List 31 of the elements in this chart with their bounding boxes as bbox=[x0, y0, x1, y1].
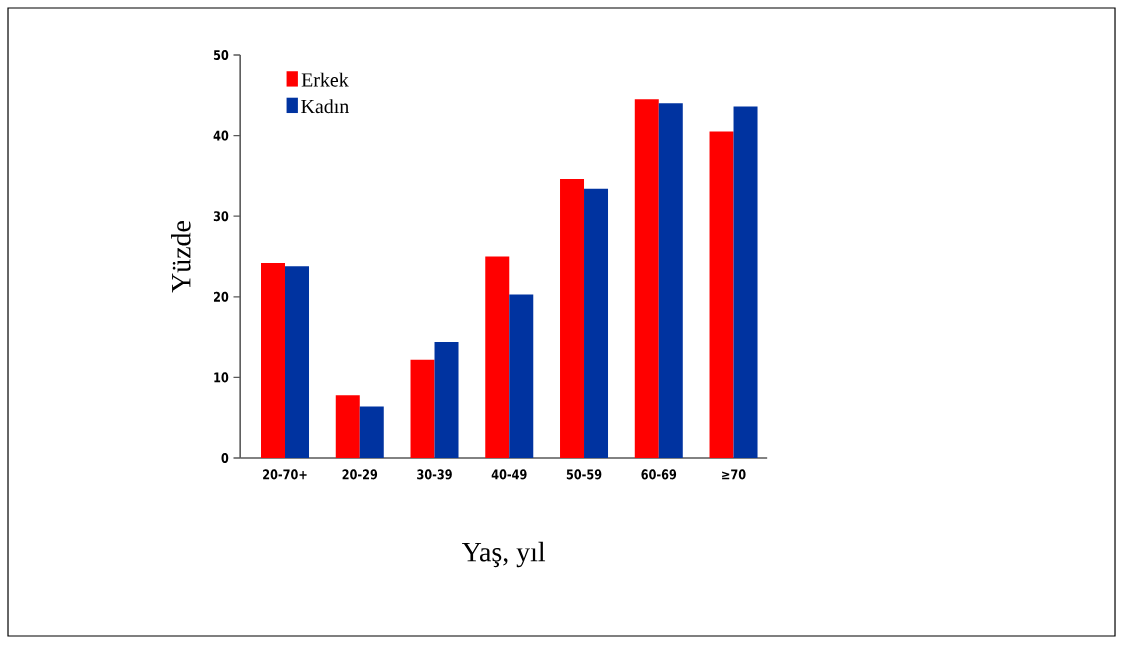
bar bbox=[584, 188, 609, 458]
bar bbox=[285, 266, 310, 458]
y-tick-label: 30 bbox=[213, 211, 229, 222]
x-tick-label: 30-39 bbox=[417, 469, 452, 480]
bar bbox=[560, 179, 585, 458]
legend-label: Kadın bbox=[301, 99, 349, 114]
bar bbox=[733, 106, 758, 458]
bar bbox=[410, 359, 435, 458]
bar bbox=[709, 131, 734, 458]
x-tick-label: ≥70 bbox=[722, 469, 746, 480]
bar bbox=[359, 406, 384, 458]
x-tick-label: 40-49 bbox=[491, 469, 527, 480]
x-tick-label: 50-59 bbox=[566, 469, 602, 480]
bar bbox=[261, 262, 286, 458]
y-tick-label: 20 bbox=[213, 291, 229, 302]
y-tick-label: 10 bbox=[214, 372, 229, 383]
bar bbox=[634, 99, 659, 458]
x-tick-label: 20-29 bbox=[342, 469, 378, 480]
y-tick-label: 40 bbox=[213, 130, 229, 141]
bar bbox=[509, 294, 534, 458]
x-tick-label: 20-70+ bbox=[263, 469, 307, 480]
bar bbox=[335, 395, 360, 458]
x-tick-label: 60-69 bbox=[641, 469, 677, 480]
x-axis-title: Yaş, yıl bbox=[461, 541, 546, 568]
legend-label: Erkek bbox=[301, 72, 349, 87]
bar bbox=[485, 256, 510, 458]
y-axis-title: Yüzde bbox=[171, 221, 191, 293]
y-tick-label: 0 bbox=[221, 452, 229, 464]
bar bbox=[658, 103, 683, 458]
y-tick-label: 50 bbox=[213, 49, 229, 61]
bar bbox=[434, 341, 459, 458]
